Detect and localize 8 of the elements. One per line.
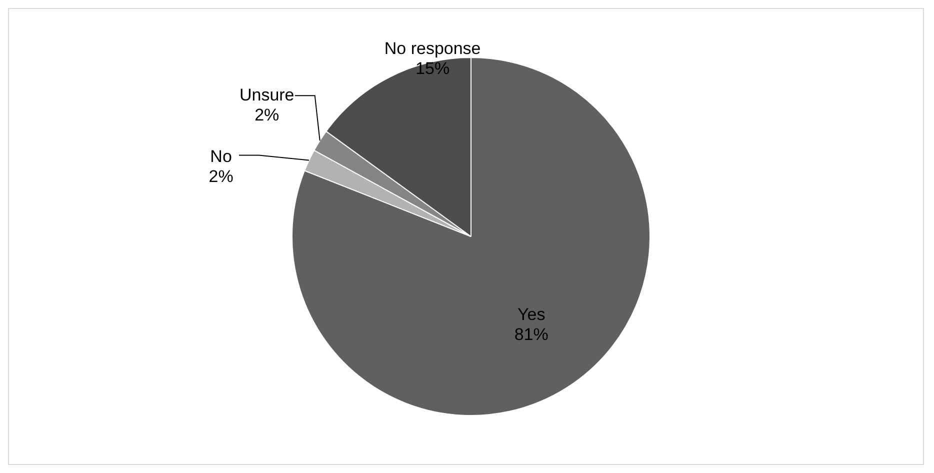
- slice-label: No: [210, 146, 232, 166]
- slice-label: Yes: [518, 305, 546, 324]
- slice-label: Unsure: [239, 85, 294, 104]
- data-label: 2%: [254, 105, 280, 124]
- data-label: 81%: [514, 325, 548, 344]
- data-label: 2%: [208, 166, 234, 186]
- data-label: 15%: [416, 59, 450, 78]
- slice-label: No response: [384, 39, 481, 58]
